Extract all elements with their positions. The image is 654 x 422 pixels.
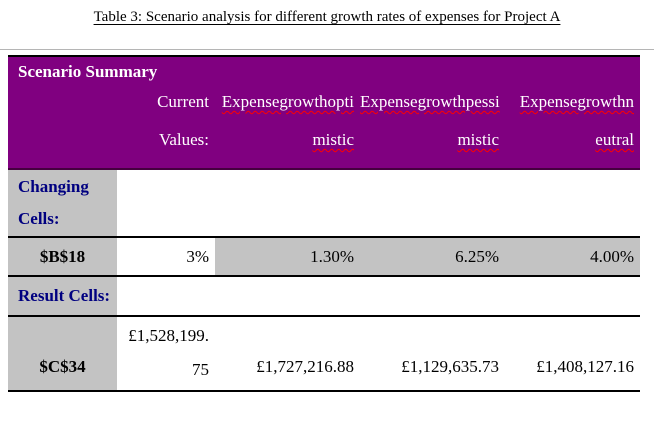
empty-cell [360, 277, 505, 315]
column-header-optimistic-line1: Expensegrowthopti [221, 92, 354, 111]
cell-c34-current-line2: 75 [192, 360, 209, 379]
row-label-b18: $B$18 [8, 238, 117, 275]
row-label-c34: $C$34 [8, 317, 117, 390]
column-header-neutral: Expensegrowthn eutral [505, 83, 640, 159]
column-headers-row: Current Values: Expensegrowthopti mistic… [8, 83, 640, 159]
empty-cell [215, 170, 360, 236]
column-header-spacer [8, 83, 117, 159]
c34-row: $C$34 £1,528,199. 75 £1,727,216.88 £1,12… [8, 317, 640, 390]
scenario-summary-title: Scenario Summary [18, 62, 158, 81]
column-header-neutral-line2: eutral [595, 130, 634, 149]
column-header-neutral-line1: Expensegrowthn [519, 92, 634, 111]
row-border [8, 315, 640, 317]
cell-b18-current: 3% [186, 246, 209, 266]
changing-cells-label: Changing Cells: [8, 170, 117, 236]
cell-c34-optimistic: £1,727,216.88 [256, 357, 354, 376]
cell-c34-pessimistic: £1,129,635.73 [401, 357, 499, 376]
cell-b18-optimistic: 1.30% [215, 238, 360, 275]
cell-b18-neutral: 4.00% [505, 238, 640, 275]
cell-b18-pessimistic: 6.25% [360, 238, 505, 275]
empty-cell [117, 277, 215, 315]
column-header-current-line1: Current [157, 92, 209, 111]
cell-c34-neutral: £1,408,127.16 [536, 357, 634, 376]
changing-cells-row: Changing Cells: [8, 170, 640, 236]
empty-cell [360, 170, 505, 236]
changing-cells-label-line1: Changing [18, 177, 89, 196]
row-border [8, 275, 640, 277]
column-header-current-values: Current Values: [117, 83, 215, 159]
scenario-summary-table: Scenario Summary Current Values: Expense… [8, 55, 640, 392]
column-header-pessimistic-line1: Expensegrowthpessi [360, 92, 500, 111]
column-header-optimistic-line2: mistic [312, 130, 354, 149]
column-header-optimistic: Expensegrowthopti mistic [215, 83, 360, 159]
page-divider-line [0, 49, 654, 50]
changing-cells-label-line2: Cells: [18, 209, 60, 228]
row-border [8, 236, 640, 238]
empty-cell [117, 170, 215, 236]
table-bottom-border [8, 390, 640, 392]
column-header-current-line2: Values: [158, 130, 209, 149]
result-cells-label: Result Cells: [8, 277, 117, 315]
cell-c34-current-line1: £1,528,199. [128, 326, 209, 345]
result-cells-row: Result Cells: [8, 277, 640, 315]
table-caption: Table 3: Scenario analysis for different… [93, 9, 561, 25]
empty-cell [215, 277, 360, 315]
cell-c34-current: £1,528,199. 75 [117, 317, 215, 390]
table-header-band: Scenario Summary Current Values: Expense… [8, 57, 640, 170]
b18-row: $B$18 3% 1.30% 6.25% 4.00% [8, 238, 640, 275]
column-header-pessimistic-line2: mistic [457, 130, 499, 149]
column-header-pessimistic: Expensegrowthpessi mistic [360, 83, 505, 159]
empty-cell [505, 277, 640, 315]
empty-cell [505, 170, 640, 236]
